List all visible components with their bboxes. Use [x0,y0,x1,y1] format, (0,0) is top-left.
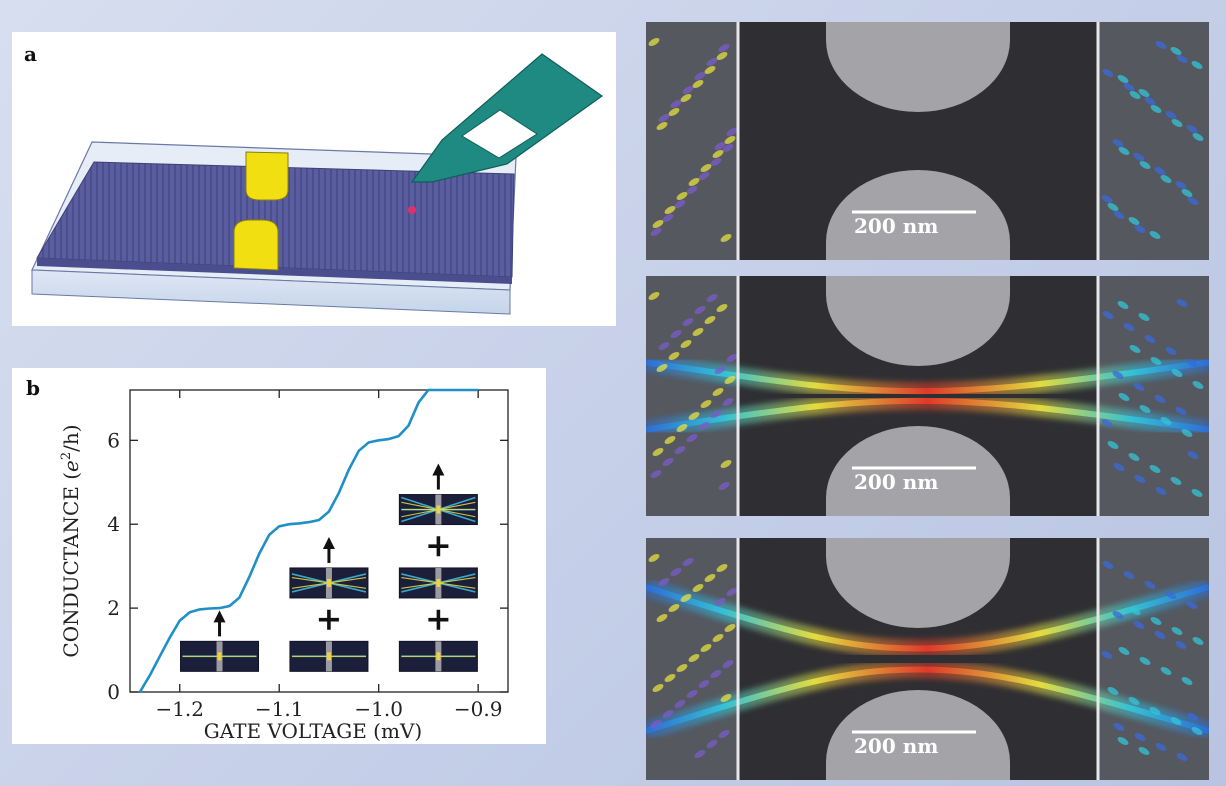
x-tick-label: −1.0 [354,697,403,721]
arrow-head [213,610,226,623]
y-tick-label: 4 [107,512,120,536]
electron-gas-edge [37,258,512,284]
device-schematic [31,53,604,315]
x-axis-label: GATE VOLTAGE (mV) [204,719,422,743]
mode-inset [180,640,260,672]
top-gate-shape [826,22,1010,112]
scale-bar-label-e: 200 nm [854,734,939,758]
mode-inset [289,567,369,599]
bottom-gate-shape [826,690,1010,780]
mode-inset [398,567,478,599]
scale-bar-label-d: 200 nm [854,470,939,494]
mode-inset [398,494,478,526]
mode-inset [398,640,478,672]
x-tick-label: −1.2 [155,697,204,721]
plot-frame [129,389,509,693]
tip-dot [408,206,416,214]
panel-b: b −1.2 −1.1 −1.0 −0.9 0 2 4 6 GATE VOLTAGE (mV) C… [12,368,546,744]
top-gate-shape [826,538,1010,628]
flow-map-e [646,538,1209,780]
panel-a-label: a [24,42,37,66]
electron-gas-layer [36,161,515,278]
scale-bar-label-c: 200 nm [854,214,939,238]
bottom-gate-shape [826,426,1010,516]
panel-e: e 200 nm [646,538,1209,780]
mode-inset [289,640,369,672]
panel-a: a [12,32,616,326]
y-axis-label: CONDUCTANCE (e2/h) [59,424,83,657]
panel-c: c 200 nm [646,22,1209,260]
plus-sign: + [316,600,343,638]
bottom-gate-shape [826,170,1010,260]
conductance-chart: −1.2 −1.1 −1.0 −0.9 0 2 4 6 GATE VOLTAGE (mV) CON… [59,388,509,743]
flow-map-d [646,276,1209,516]
plus-sign: + [425,526,452,564]
arrow-head [322,536,335,549]
y-tick-label: 2 [107,596,120,620]
x-tick-label: −0.9 [454,697,503,721]
substrate-bottom [31,269,511,315]
plus-sign: + [425,600,452,638]
panel-d: d 200 nm [646,276,1209,516]
cantilever-window [461,109,538,159]
flow-map-c [646,22,1209,260]
y-tick-label: 6 [107,428,120,452]
top-gate [245,151,289,201]
x-tick-label: −1.1 [255,697,304,721]
bottom-gate [233,219,279,271]
conductance-curve [138,388,479,693]
y-tick-label: 0 [107,680,120,704]
arrow-head [432,463,445,476]
top-gate-shape [826,276,1010,366]
panel-b-label: b [26,376,40,400]
